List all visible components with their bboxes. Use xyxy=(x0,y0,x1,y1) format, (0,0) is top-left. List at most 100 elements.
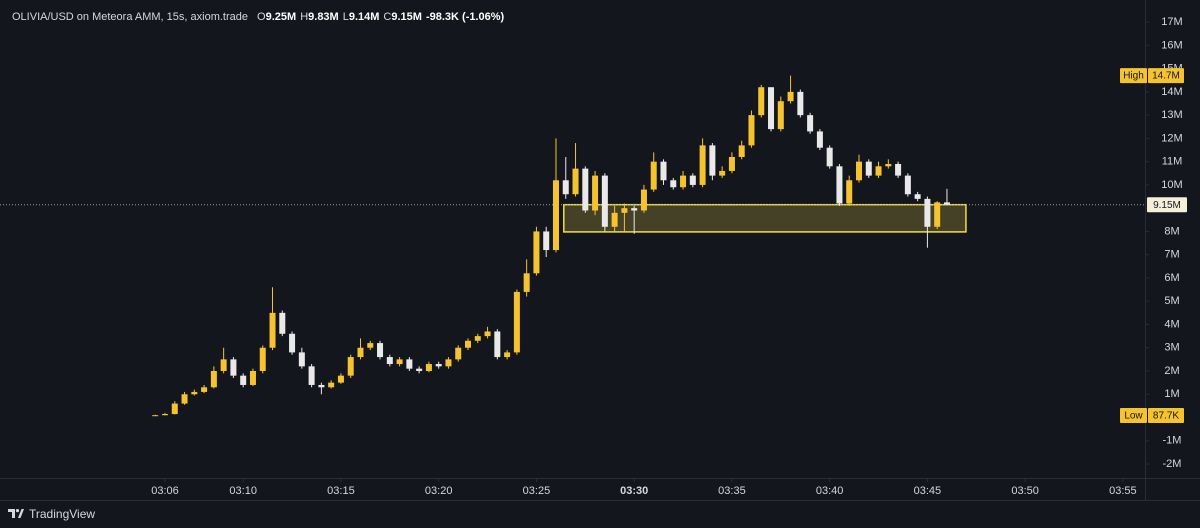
y-tick-label: 3M xyxy=(1164,342,1179,354)
candle-body xyxy=(377,343,384,358)
highlight-box xyxy=(563,203,967,233)
candle-body xyxy=(787,91,794,102)
ohlc-key: O xyxy=(257,11,266,23)
y-tick-label: 13M xyxy=(1161,109,1182,121)
y-tick-label: 6M xyxy=(1164,272,1179,284)
x-tick-label: 03:45 xyxy=(914,485,942,497)
candle-body xyxy=(719,170,726,176)
candle-body xyxy=(289,333,296,353)
candle-body xyxy=(386,357,393,365)
brand-name: TradingView xyxy=(29,507,96,521)
candle-body xyxy=(640,189,647,211)
marker-value: 87.7K xyxy=(1153,411,1179,422)
candle-body xyxy=(601,175,608,227)
candle-body xyxy=(631,208,638,211)
candle-body xyxy=(875,166,882,176)
candle-body xyxy=(562,180,569,195)
candle-body xyxy=(337,375,344,383)
candle-body xyxy=(230,359,237,376)
candle-body xyxy=(425,364,432,372)
candle-body xyxy=(914,194,921,199)
candle-body xyxy=(279,312,286,334)
candle-body xyxy=(670,180,677,188)
candle-body xyxy=(660,161,667,181)
candle-body xyxy=(181,394,188,404)
candle-body xyxy=(611,212,618,227)
y-tick-label: 17M xyxy=(1161,16,1182,28)
candle-body xyxy=(855,161,862,181)
candle-body xyxy=(680,175,687,188)
y-tick-label: 1M xyxy=(1164,388,1179,400)
candle-body xyxy=(865,161,872,176)
candle-body xyxy=(904,175,911,195)
candle-body xyxy=(504,352,511,358)
candle-body xyxy=(484,331,491,337)
x-tick-label: 03:06 xyxy=(151,485,179,497)
candle-body xyxy=(406,359,413,369)
x-tick-label: 03:30 xyxy=(620,485,648,497)
candle-body xyxy=(738,145,745,158)
candle-body xyxy=(689,175,696,185)
ohlc-value: 9.15M xyxy=(391,11,422,23)
candle-body xyxy=(895,163,902,176)
candle-body xyxy=(240,375,247,385)
candle-body xyxy=(347,357,354,376)
candle-body xyxy=(435,364,442,367)
candle-body xyxy=(709,145,716,176)
x-tick-label: 03:50 xyxy=(1011,485,1039,497)
x-tick-label: 03:25 xyxy=(523,485,551,497)
x-tick-label: 03:20 xyxy=(425,485,453,497)
y-tick-label: 7M xyxy=(1164,249,1179,261)
candle-body xyxy=(826,147,833,167)
marker-value-box xyxy=(1148,407,1184,423)
candle-body xyxy=(807,115,814,132)
candle-body xyxy=(885,163,892,167)
candle-body xyxy=(621,208,628,213)
x-tick-label: 03:10 xyxy=(229,485,257,497)
y-tick-label: -2M xyxy=(1163,458,1182,470)
candle-body xyxy=(161,414,168,416)
candle-body xyxy=(367,343,374,348)
change-value: -98.3K (-1.06%) xyxy=(425,11,505,23)
candle-body xyxy=(494,331,501,358)
ohlc-value: 9.83M xyxy=(308,11,339,23)
footer: TradingView xyxy=(8,507,95,521)
y-tick-label: -1M xyxy=(1163,435,1182,447)
legend-header: OLIVIA/USD on Meteora AMM, 15s, axiom.tr… xyxy=(12,11,508,23)
candle-body xyxy=(836,166,843,204)
candle-body xyxy=(416,368,423,372)
candle-body xyxy=(474,336,481,341)
candle-body xyxy=(210,371,217,388)
marker-value: 9.15M xyxy=(1153,200,1181,211)
candle-body xyxy=(513,291,520,353)
candle-body xyxy=(582,168,589,211)
candle-body xyxy=(543,231,550,251)
high-marker: High 14.7M xyxy=(1120,68,1184,84)
candle-body xyxy=(846,180,853,204)
y-tick-label: 8M xyxy=(1164,225,1179,237)
candle-body xyxy=(523,273,530,292)
marker-title: High xyxy=(1123,71,1144,82)
candle-body xyxy=(308,366,315,385)
candle-body xyxy=(768,87,775,130)
marker-value-box xyxy=(1148,68,1184,84)
candle-body xyxy=(934,202,941,227)
candle-body xyxy=(318,384,325,388)
marker-title-box xyxy=(1120,68,1147,84)
candle-body xyxy=(758,87,765,116)
candle-body xyxy=(152,415,159,417)
candle-body xyxy=(220,359,227,372)
candle-body xyxy=(797,91,804,116)
candle-body xyxy=(943,202,950,205)
candle-body xyxy=(924,198,931,227)
y-tick-label: 11M xyxy=(1162,156,1183,168)
x-tick-label: 03:55 xyxy=(1109,485,1137,497)
candle-body xyxy=(816,131,823,148)
candle-body xyxy=(465,340,472,348)
y-tick-label: 14M xyxy=(1161,86,1182,98)
x-tick-label: 03:15 xyxy=(327,485,355,497)
candle-body xyxy=(201,387,208,392)
candle-body xyxy=(445,359,452,367)
